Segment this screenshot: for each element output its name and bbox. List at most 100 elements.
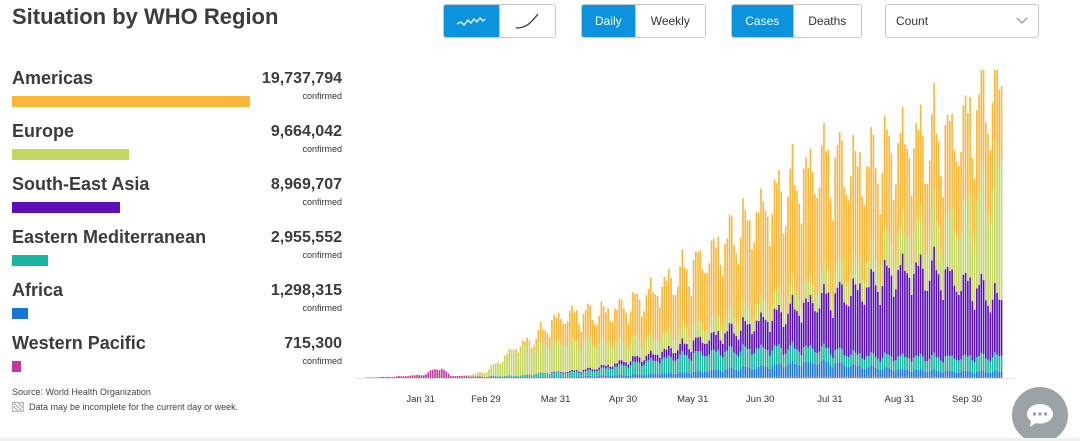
bar-segment: [717, 349, 720, 370]
bar-segment: [904, 144, 906, 233]
bar-segment: [663, 357, 666, 374]
region-americas[interactable]: Americas 19,737,794 confirmed: [12, 68, 342, 118]
bar-segment: [816, 296, 819, 313]
bar-segment: [589, 367, 591, 370]
bar-segment: [728, 304, 731, 324]
bar-segment: [922, 356, 924, 371]
bar-segment: [798, 365, 801, 377]
bar-segment: [924, 371, 926, 378]
bar-segment: [994, 352, 996, 371]
bar-segment: [566, 321, 569, 347]
region-europe[interactable]: Europe 9,664,042 confirmed: [12, 121, 342, 171]
bar-segment: [721, 371, 724, 378]
bar-segment: [668, 268, 670, 328]
bar-segment: [616, 363, 618, 367]
cases-button[interactable]: Cases: [732, 5, 794, 37]
bar-segment: [557, 371, 560, 373]
bar-segment: [625, 366, 627, 376]
bar-segment: [688, 373, 690, 378]
weekly-button[interactable]: Weekly: [635, 5, 705, 37]
bar-segment: [926, 183, 929, 255]
bar-segment: [793, 309, 796, 349]
x-tick-label: Jul 31: [817, 394, 842, 405]
bar-segment: [863, 368, 866, 377]
chat-button[interactable]: [1012, 387, 1068, 441]
bar-segment: [946, 266, 949, 356]
bar-segment: [688, 349, 690, 359]
bar-segment: [434, 369, 436, 378]
bar-segment: [811, 303, 814, 349]
bar-segment: [573, 312, 576, 342]
bar-segment: [616, 342, 618, 364]
bar-segment: [861, 368, 863, 377]
bar-segment: [463, 375, 466, 377]
bar-segment: [971, 360, 974, 373]
bar-segment: [542, 377, 544, 378]
bar-segment: [843, 302, 845, 356]
bar-segment: [825, 272, 828, 294]
bar-segment: [958, 240, 960, 295]
daily-button[interactable]: Daily: [582, 5, 636, 37]
bar-segment: [611, 321, 614, 349]
bar-segment: [699, 250, 702, 321]
bar-segment: [953, 149, 956, 231]
bar-segment: [890, 368, 893, 377]
bar-segment: [820, 376, 823, 378]
bar-segment: [962, 370, 965, 377]
bar-segment: [998, 167, 1001, 300]
bar-segment: [730, 377, 733, 378]
bar-segment: [955, 237, 958, 292]
bar-trend-button[interactable]: [444, 5, 500, 37]
bar-segment: [811, 362, 814, 377]
region-western-pacific[interactable]: Western Pacific 715,300 confirmed: [12, 333, 342, 383]
bar-segment: [681, 249, 684, 320]
bar-segment: [553, 376, 555, 378]
bar-segment: [868, 261, 870, 288]
bar-segment: [766, 306, 769, 322]
region-south-east-asia[interactable]: South-East Asia 8,969,707 confirmed: [12, 174, 342, 224]
curve-button[interactable]: [499, 5, 555, 37]
bar-segment: [728, 214, 731, 305]
bar-segment: [870, 269, 872, 353]
region-eastern-mediterranean[interactable]: Eastern Mediterranean 2,955,552 confirme…: [12, 227, 342, 277]
bar-segment: [584, 369, 587, 372]
bar-segment: [859, 365, 861, 377]
bar-segment: [668, 377, 670, 378]
bar-segment: [845, 366, 848, 377]
bar-segment: [868, 166, 870, 262]
bar-segment: [431, 370, 434, 378]
bar-segment: [949, 370, 951, 377]
bar-segment: [598, 367, 600, 370]
bar-segment: [546, 347, 549, 374]
region-africa[interactable]: Africa 1,298,315 confirmed: [12, 280, 342, 330]
bar-segment: [467, 375, 470, 377]
bar-segment: [582, 376, 585, 378]
bar-segment: [436, 369, 439, 378]
bar-segment: [625, 377, 627, 378]
bar-segment: [796, 376, 798, 378]
bar-segment: [926, 371, 929, 378]
scale-select[interactable]: Count: [885, 4, 1039, 38]
bar-segment: [879, 377, 881, 378]
bar-segment: [526, 376, 528, 378]
bar-segment: [874, 356, 877, 368]
bar-segment: [413, 375, 416, 378]
bar-segment: [377, 377, 380, 378]
bar-segment: [802, 302, 805, 348]
bar-segment: [838, 281, 841, 348]
bar-segment: [751, 369, 753, 378]
bar-segment: [998, 377, 1001, 378]
bar-segment: [726, 369, 729, 378]
bar-segment: [609, 377, 612, 378]
bar-segment: [908, 158, 911, 241]
bar-segment: [555, 376, 558, 378]
bar-segment: [985, 377, 987, 378]
bar-segment: [609, 366, 612, 370]
deaths-button[interactable]: Deaths: [793, 5, 861, 37]
bar-segment: [670, 277, 672, 332]
bar-segment: [724, 317, 726, 334]
bar-segment: [809, 148, 812, 275]
bar-segment: [800, 223, 803, 309]
bar-segment: [760, 293, 762, 313]
bar-segment: [771, 305, 774, 321]
